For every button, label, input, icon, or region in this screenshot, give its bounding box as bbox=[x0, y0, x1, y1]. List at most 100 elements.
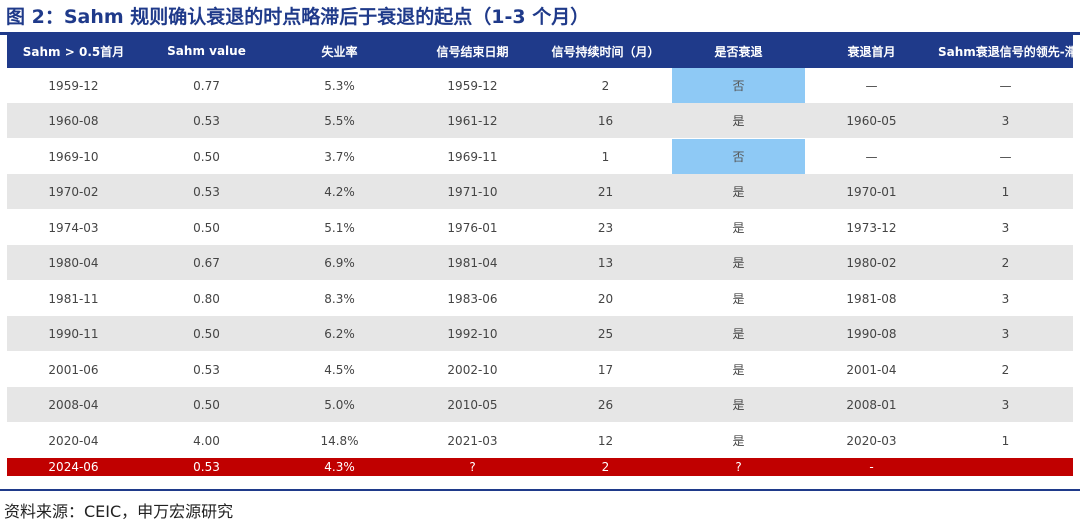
cell-unemployment-rate: 3.7% bbox=[273, 138, 406, 174]
cell-lead-lag: 1 bbox=[938, 422, 1073, 458]
cell-recession-first-month: 1973-12 bbox=[805, 209, 938, 245]
cell-recession-first-month: 1990-08 bbox=[805, 316, 938, 352]
cell-sahm-value: 0.80 bbox=[140, 280, 273, 316]
cell-signal-end-date: 1981-04 bbox=[406, 245, 539, 281]
table-row: 1960-08 0.53 5.5% 1961-12 16 是 1960-05 3 bbox=[7, 103, 1073, 139]
cell-sahm-first-month: 1974-03 bbox=[7, 209, 140, 245]
cell-is-recession: 是 bbox=[672, 351, 805, 387]
cell-is-recession: 是 bbox=[672, 280, 805, 316]
cell-sahm-first-month: 2020-04 bbox=[7, 422, 140, 458]
cell-signal-duration: 1 bbox=[539, 138, 672, 174]
cell-recession-first-month: 2001-04 bbox=[805, 351, 938, 387]
table-row: 2008-04 0.50 5.0% 2010-05 26 是 2008-01 3 bbox=[7, 387, 1073, 423]
cell-lead-lag: 3 bbox=[938, 316, 1073, 352]
cell-signal-end-date: 1961-12 bbox=[406, 103, 539, 139]
cell-sahm-value: 0.53 bbox=[140, 103, 273, 139]
cell-signal-end-date: 2021-03 bbox=[406, 422, 539, 458]
cell-signal-duration: 2 bbox=[539, 458, 672, 476]
cell-signal-duration: 25 bbox=[539, 316, 672, 352]
cell-sahm-value: 4.00 bbox=[140, 422, 273, 458]
cell-signal-duration: 20 bbox=[539, 280, 672, 316]
cell-sahm-value: 0.53 bbox=[140, 458, 273, 476]
cell-is-recession: ? bbox=[672, 458, 805, 476]
header-is-recession: 是否衰退 bbox=[672, 34, 805, 68]
cell-is-recession: 是 bbox=[672, 174, 805, 210]
header-unemployment-rate: 失业率 bbox=[273, 34, 406, 68]
table-row: 1969-10 0.50 3.7% 1969-11 1 否 — — bbox=[7, 138, 1073, 174]
cell-sahm-value: 0.50 bbox=[140, 138, 273, 174]
cell-recession-first-month: 1981-08 bbox=[805, 280, 938, 316]
cell-signal-end-date: 1971-10 bbox=[406, 174, 539, 210]
cell-sahm-value: 0.50 bbox=[140, 316, 273, 352]
figure-title: 图 2：Sahm 规则确认衰退的时点略滞后于衰退的起点（1-3 个月） bbox=[6, 6, 590, 28]
header-recession-first-month: 衰退首月 bbox=[805, 34, 938, 68]
cell-sahm-first-month: 1981-11 bbox=[7, 280, 140, 316]
cell-lead-lag: 2 bbox=[938, 351, 1073, 387]
cell-unemployment-rate: 4.2% bbox=[273, 174, 406, 210]
header-sahm-value: Sahm value bbox=[140, 34, 273, 68]
cell-lead-lag: 3 bbox=[938, 209, 1073, 245]
cell-recession-first-month: 1970-01 bbox=[805, 174, 938, 210]
cell-sahm-value: 0.53 bbox=[140, 174, 273, 210]
table-row: 1970-02 0.53 4.2% 1971-10 21 是 1970-01 1 bbox=[7, 174, 1073, 210]
cell-unemployment-rate: 4.3% bbox=[273, 458, 406, 476]
cell-lead-lag: 3 bbox=[938, 103, 1073, 139]
cell-signal-end-date: 1976-01 bbox=[406, 209, 539, 245]
header-signal-end-date: 信号结束日期 bbox=[406, 34, 539, 68]
cell-lead-lag: 3 bbox=[938, 387, 1073, 423]
cell-lead-lag: 1 bbox=[938, 174, 1073, 210]
cell-is-recession: 是 bbox=[672, 316, 805, 352]
cell-unemployment-rate: 6.9% bbox=[273, 245, 406, 281]
cell-lead-lag: 2 bbox=[938, 245, 1073, 281]
cell-sahm-first-month: 1960-08 bbox=[7, 103, 140, 139]
cell-is-recession: 否 bbox=[672, 138, 805, 174]
cell-lead-lag bbox=[938, 458, 1073, 476]
table-row: 1980-04 0.67 6.9% 1981-04 13 是 1980-02 2 bbox=[7, 245, 1073, 281]
cell-lead-lag: — bbox=[999, 78, 1012, 93]
cell-signal-end-date: 1992-10 bbox=[406, 316, 539, 352]
cell-signal-duration: 13 bbox=[539, 245, 672, 281]
cell-sahm-first-month: 1980-04 bbox=[7, 245, 140, 281]
cell-signal-duration: 2 bbox=[601, 78, 610, 93]
cell-unemployment-rate: 5.1% bbox=[273, 209, 406, 245]
cell-recession-first-month: — bbox=[865, 78, 878, 93]
cell-lead-lag: 3 bbox=[938, 280, 1073, 316]
cell-signal-end-date: 1969-11 bbox=[406, 138, 539, 174]
cell-recession-first-month: 1960-05 bbox=[805, 103, 938, 139]
cell-signal-end-date: 2002-10 bbox=[406, 351, 539, 387]
cell-sahm-first-month: 2001-06 bbox=[7, 351, 140, 387]
cell-sahm-value: 0.67 bbox=[140, 245, 273, 281]
cell-unemployment-rate: 4.5% bbox=[273, 351, 406, 387]
cell-recession-first-month: - bbox=[805, 458, 938, 476]
cell-signal-duration: 16 bbox=[539, 103, 672, 139]
cell-signal-duration: 26 bbox=[539, 387, 672, 423]
cell-sahm-first-month: 1969-10 bbox=[7, 138, 140, 174]
title-divider bbox=[0, 32, 1080, 35]
bottom-divider bbox=[0, 489, 1080, 491]
cell-is-recession: 是 bbox=[672, 209, 805, 245]
header-sahm-first-month: Sahm > 0.5首月 bbox=[7, 34, 140, 68]
cell-sahm-first-month: 1990-11 bbox=[7, 316, 140, 352]
cell-sahm-first-month: 1970-02 bbox=[7, 174, 140, 210]
cell-sahm-first-month: 2008-04 bbox=[7, 387, 140, 423]
cell-unemployment-rate: 8.3% bbox=[273, 280, 406, 316]
cell-signal-end-date: ? bbox=[406, 458, 539, 476]
cell-recession-first-month: 2008-01 bbox=[805, 387, 938, 423]
table-row: 2001-06 0.53 4.5% 2002-10 17 是 2001-04 2 bbox=[7, 351, 1073, 387]
cell-recession-first-month: 2020-03 bbox=[805, 422, 938, 458]
cell-sahm-value: 0.53 bbox=[140, 351, 273, 387]
table-row: 1974-03 0.50 5.1% 1976-01 23 是 1973-12 3 bbox=[7, 209, 1073, 245]
table-row: 2020-04 4.00 14.8% 2021-03 12 是 2020-03 1 bbox=[7, 422, 1073, 458]
table-header-row: Sahm > 0.5首月 Sahm value 失业率 信号结束日期 信号持续时… bbox=[7, 34, 1080, 68]
cell-signal-end-date: 1983-06 bbox=[406, 280, 539, 316]
cell-unemployment-rate: 6.2% bbox=[273, 316, 406, 352]
sahm-rule-table: Sahm > 0.5首月 Sahm value 失业率 信号结束日期 信号持续时… bbox=[7, 34, 1080, 476]
cell-unemployment-rate: 14.8% bbox=[273, 422, 406, 458]
highlight-row: 2024-06 0.53 4.3%? 2? - bbox=[7, 458, 1073, 476]
cell-sahm-value: 0.77 bbox=[193, 78, 220, 93]
source-note: 资料来源：CEIC，申万宏源研究 bbox=[4, 502, 234, 521]
cell-sahm-value: 0.50 bbox=[140, 209, 273, 245]
table-row: 1981-11 0.80 8.3% 1983-06 20 是 1981-08 3 bbox=[7, 280, 1073, 316]
cell-recession-first-month: — bbox=[805, 138, 938, 174]
cell-signal-end-date: 1959-12 bbox=[447, 78, 498, 93]
